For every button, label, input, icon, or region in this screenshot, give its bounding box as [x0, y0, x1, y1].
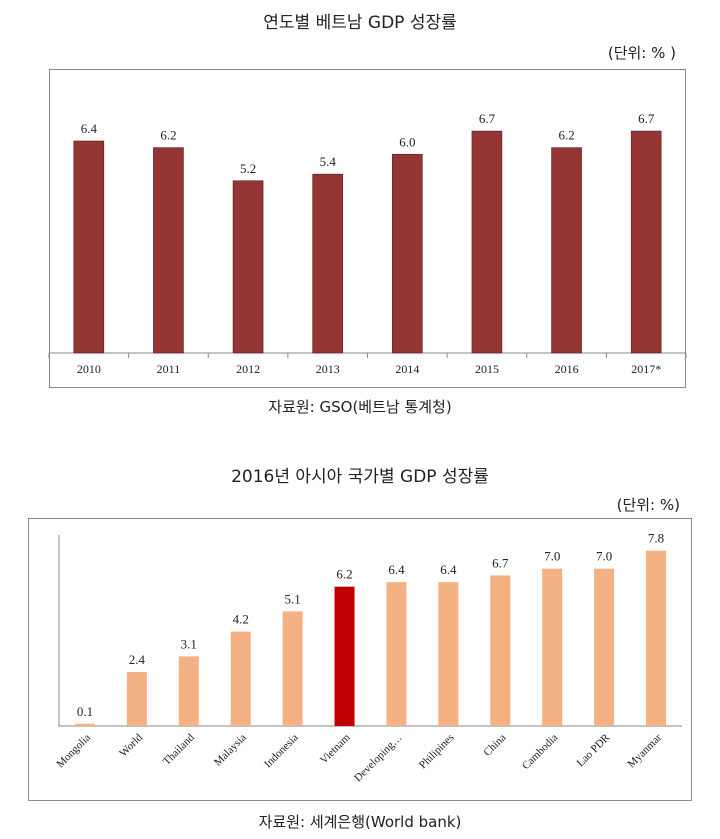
chart2-data-label: 6.2 — [336, 567, 352, 582]
chart2-data-label: 0.1 — [77, 704, 93, 719]
chart1-unit-label: (단위: % ) — [607, 44, 676, 62]
chart1-data-label: 6.0 — [399, 134, 415, 149]
chart2-bar — [282, 611, 303, 726]
chart2-frame — [28, 518, 692, 801]
chart1-tick-label: 2012 — [236, 362, 260, 376]
chart2-bar — [74, 723, 95, 726]
chart2-data-label: 6.4 — [440, 562, 457, 577]
chart2-title: 2016년 아시아 국가별 GDP 성장률 — [231, 467, 489, 487]
chart1-bar — [153, 147, 184, 354]
chart1-bar — [392, 153, 423, 354]
chart1-bar — [312, 173, 343, 354]
chart1-data-label: 5.4 — [320, 154, 337, 169]
chart1-data-label: 6.2 — [558, 128, 574, 143]
chart2-tick-label: Philipines — [417, 732, 457, 772]
chart2-bar — [438, 582, 459, 726]
chart2-bar — [178, 656, 199, 726]
chart2-tick-label: World — [117, 731, 145, 759]
chart1-tick-label: 2015 — [475, 362, 499, 376]
chart2-data-label: 6.7 — [492, 555, 509, 570]
chart1-tick-label: 2013 — [316, 362, 340, 376]
chart1-tick-label: 2017* — [631, 362, 661, 376]
chart2-data-label: 6.4 — [388, 562, 405, 577]
chart2-bar — [490, 575, 511, 726]
chart2-data-label: 7.0 — [596, 549, 612, 564]
chart1-bar — [73, 140, 105, 354]
chart1-tick-label: 2010 — [77, 362, 101, 376]
chart1-tick-label: 2011 — [157, 362, 181, 376]
chart2-tick-label: China — [481, 732, 508, 759]
chart1-tick-label: 2016 — [555, 362, 579, 376]
chart1-bar — [471, 130, 503, 354]
chart1-title: 연도별 베트남 GDP 성장률 — [263, 13, 457, 33]
chart1-frame — [49, 69, 686, 388]
chart2-source: 자료원: 세계은행(World bank) — [258, 813, 462, 831]
chart1-data-label: 6.7 — [638, 111, 655, 126]
chart2-data-label: 4.2 — [233, 612, 249, 627]
chart2-tick-label: Cambodia — [520, 732, 561, 773]
chart2-tick-label: Mongolia — [54, 732, 93, 771]
chart2-tick-label: Myanmar — [625, 731, 664, 770]
chart2-data-label: 7.8 — [648, 531, 664, 546]
chart2-data-label: 7.0 — [544, 549, 560, 564]
chart2-data-label: 5.1 — [285, 591, 301, 606]
chart1-data-label: 6.4 — [81, 121, 98, 136]
chart2-bar — [230, 631, 251, 726]
chart1-bar — [630, 130, 662, 354]
chart2-bar — [542, 568, 563, 726]
chart2-tick-label: Lao PDR — [575, 731, 613, 769]
chart2-bar — [334, 586, 355, 726]
chart2-unit-label: (단위: %) — [616, 496, 680, 514]
chart2-tick-label: Developing… — [352, 732, 405, 785]
chart2-bar — [594, 568, 615, 726]
chart2-data-label: 3.1 — [181, 636, 197, 651]
chart1-data-label: 6.7 — [479, 111, 496, 126]
chart1-tick-label: 2014 — [395, 362, 419, 376]
chart1-data-label: 6.2 — [160, 128, 176, 143]
chart2-tick-label: Vietnam — [318, 731, 353, 766]
chart2-tick-label: Malaysia — [212, 732, 249, 769]
chart1-source: 자료원: GSO(베트남 통계청) — [268, 398, 452, 416]
chart2-bar — [386, 582, 407, 726]
chart1-bar — [551, 147, 582, 354]
chart2-tick-label: Thailand — [161, 731, 197, 767]
chart2-bar — [646, 550, 667, 726]
chart1-data-label: 5.2 — [240, 161, 256, 176]
chart2-bar — [126, 672, 147, 726]
chart2-tick-label: Indonesia — [262, 732, 301, 771]
chart2-data-label: 2.4 — [129, 652, 146, 667]
chart1-bar — [232, 180, 264, 354]
